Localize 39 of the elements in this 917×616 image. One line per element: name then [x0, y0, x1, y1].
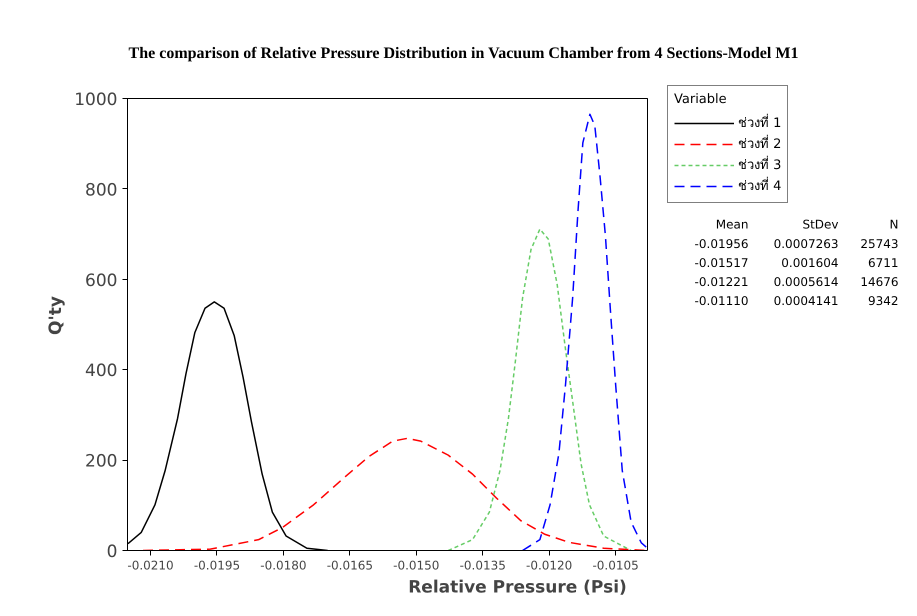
x-tick-label: -0.0165: [326, 558, 374, 572]
y-tick-label: 200: [85, 452, 118, 472]
text: 14676: [860, 275, 899, 289]
text: 0.001604: [781, 256, 839, 270]
x-tick-label: -0.0120: [526, 558, 572, 572]
x-tick-label: -0.0105: [592, 558, 639, 572]
y-axis-title: Q'ty: [46, 296, 66, 335]
text: -0.01517: [694, 256, 748, 270]
x-tick-label: -0.0135: [460, 558, 506, 572]
chart-title: The comparison of Relative Pressure Distribution in Vacuum Chamber from 4 Sections-Model M1: [128, 45, 798, 63]
text: N: [890, 218, 899, 232]
line-series: [522, 114, 648, 550]
line-series: [447, 228, 632, 550]
legend-label: ช่วงที่ 4: [738, 176, 782, 196]
text: -0.01956: [694, 237, 748, 251]
x-tick-label: -0.0195: [194, 558, 240, 572]
text: 25743: [860, 237, 899, 251]
x-tick-label: -0.0150: [393, 558, 440, 572]
y-tick-label: 600: [85, 270, 118, 291]
text: -0.01221: [694, 275, 748, 289]
text: 0.0004141: [774, 294, 839, 308]
y-tick-label: 0: [106, 542, 118, 562]
text: 0.0005614: [774, 275, 839, 289]
y-tick-label: 1000: [74, 90, 118, 110]
x-tick-label: -0.0180: [260, 558, 307, 572]
text: StDev: [802, 218, 838, 232]
legend-label: ช่วงที่ 3: [738, 154, 782, 175]
legend-label: ช่วงที่ 2: [738, 134, 782, 154]
text: 9342: [868, 294, 899, 308]
text: Mean: [716, 218, 749, 232]
x-axis-title: Relative Pressure (Psi): [408, 578, 627, 598]
y-tick-label: 400: [85, 361, 118, 382]
text: 6711: [868, 256, 899, 270]
text: 0.0007263: [774, 237, 839, 251]
legend-title: Variable: [674, 92, 728, 107]
x-tick-label: -0.0210: [127, 558, 174, 572]
legend-label: ช่วงที่ 1: [738, 112, 782, 133]
text: -0.01110: [694, 294, 748, 308]
y-tick-label: 800: [85, 180, 118, 200]
